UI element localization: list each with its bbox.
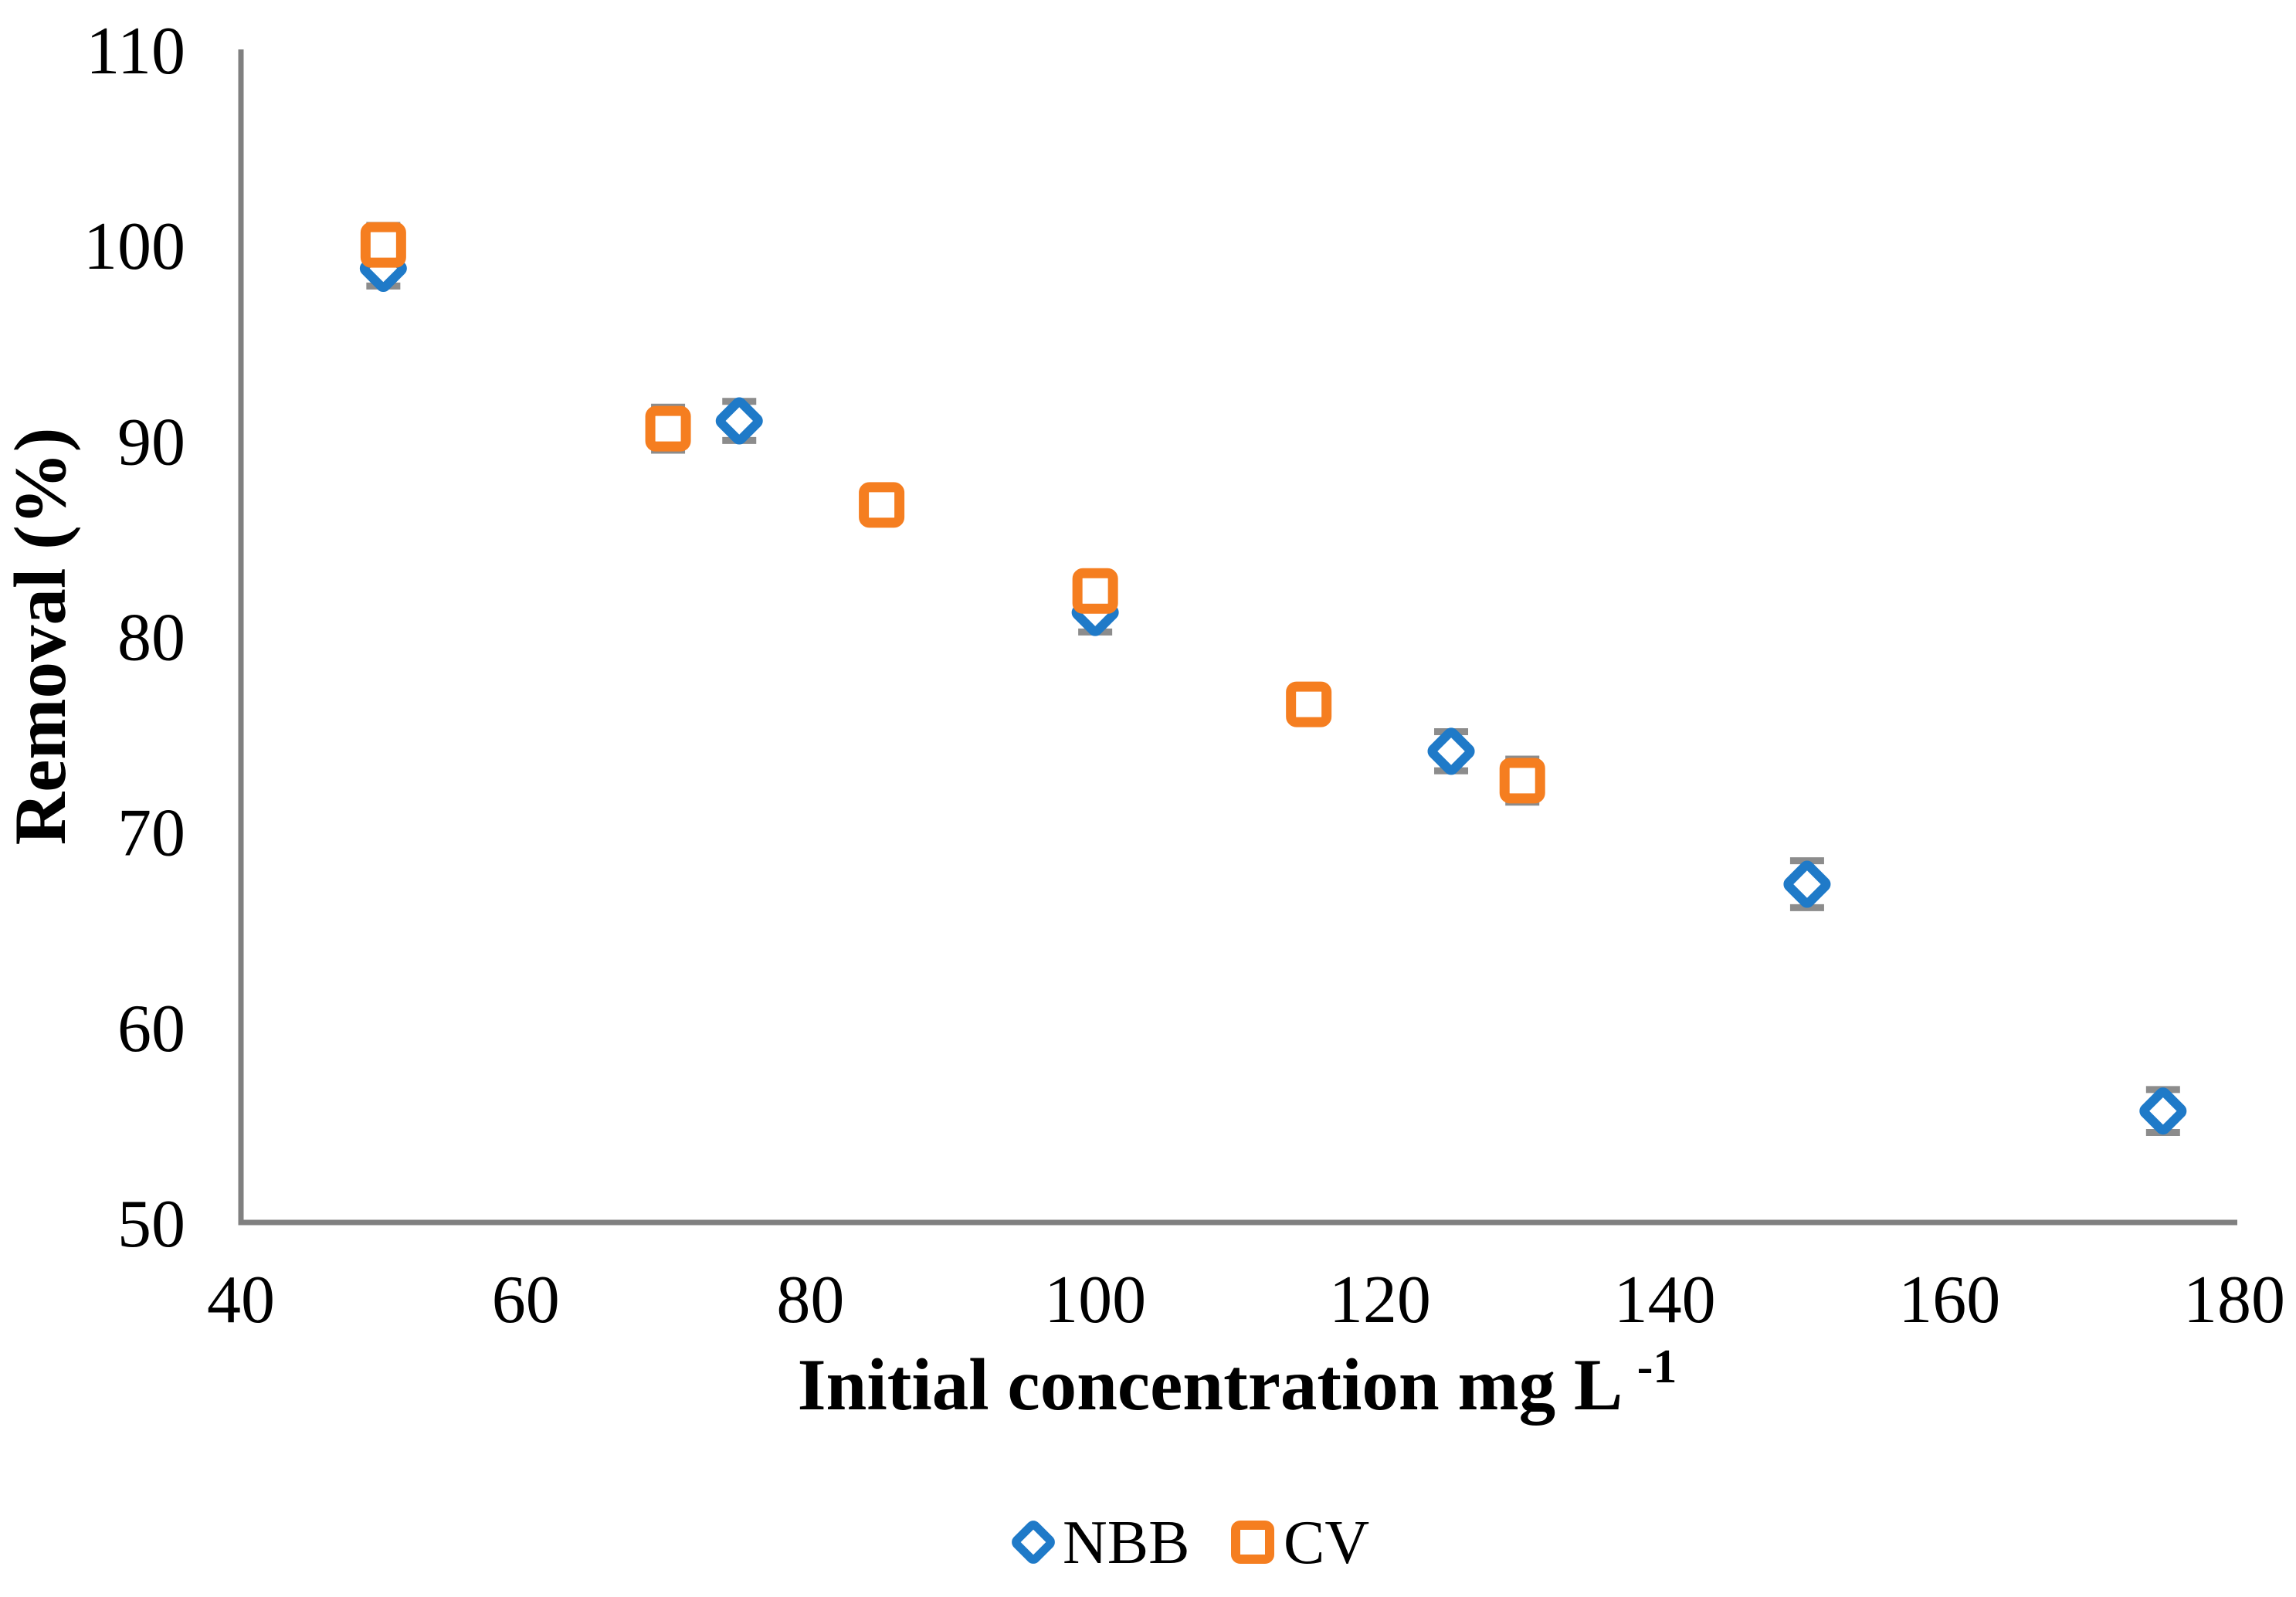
x-axis-title: Initial concentration mg L -1 xyxy=(798,1341,1677,1426)
series-cv-markers xyxy=(360,222,1545,804)
legend-marker-cv-square-icon xyxy=(1231,1521,1274,1564)
nbb-diamond-marker xyxy=(715,397,763,445)
cv-square-marker xyxy=(1072,568,1118,614)
x-tick-label: 140 xyxy=(1614,1263,1716,1338)
y-tick-label: 70 xyxy=(117,796,185,871)
x-tick-label: 180 xyxy=(2183,1263,2285,1338)
x-axis-title-main: Initial concentration mg L xyxy=(798,1344,1620,1426)
x-axis-title-superscript: -1 xyxy=(1637,1341,1677,1393)
cv-square-marker xyxy=(645,405,691,452)
x-tick-label: 80 xyxy=(776,1263,844,1338)
cv-square-marker xyxy=(360,222,406,268)
cv-square-marker xyxy=(1286,681,1332,727)
error-bars xyxy=(366,222,2180,1137)
legend-label-nbb: NBB xyxy=(1063,1509,1190,1577)
y-tick-label: 90 xyxy=(117,405,185,480)
y-tick-label: 80 xyxy=(117,601,185,676)
y-axis-tick-labels: 50 60 70 80 90 100 110 xyxy=(83,14,185,1262)
nbb-diamond-marker xyxy=(1427,727,1475,775)
x-tick-label: 120 xyxy=(1329,1263,1431,1338)
y-axis-title: Removal (%) xyxy=(0,428,81,846)
x-tick-label: 160 xyxy=(1898,1263,2000,1338)
legend-label-cv: CV xyxy=(1284,1509,1369,1577)
nbb-diamond-marker xyxy=(2139,1087,2187,1135)
x-tick-label: 40 xyxy=(207,1263,275,1338)
y-tick-label: 100 xyxy=(83,209,185,284)
series-nbb-markers xyxy=(359,245,2187,1135)
x-axis-tick-labels: 40 60 80 100 120 140 160 180 xyxy=(207,1263,2285,1338)
y-tick-label: 50 xyxy=(117,1187,185,1262)
nbb-diamond-marker xyxy=(1783,860,1831,908)
legend: NBB CV xyxy=(1012,1509,1369,1577)
y-tick-label: 110 xyxy=(86,14,185,89)
cv-square-marker xyxy=(859,482,905,528)
x-tick-label: 60 xyxy=(492,1263,560,1338)
legend-marker-nbb-diamond-icon xyxy=(1012,1521,1055,1564)
x-tick-label: 100 xyxy=(1044,1263,1146,1338)
y-tick-label: 60 xyxy=(117,992,185,1066)
cv-square-marker xyxy=(1499,758,1545,804)
